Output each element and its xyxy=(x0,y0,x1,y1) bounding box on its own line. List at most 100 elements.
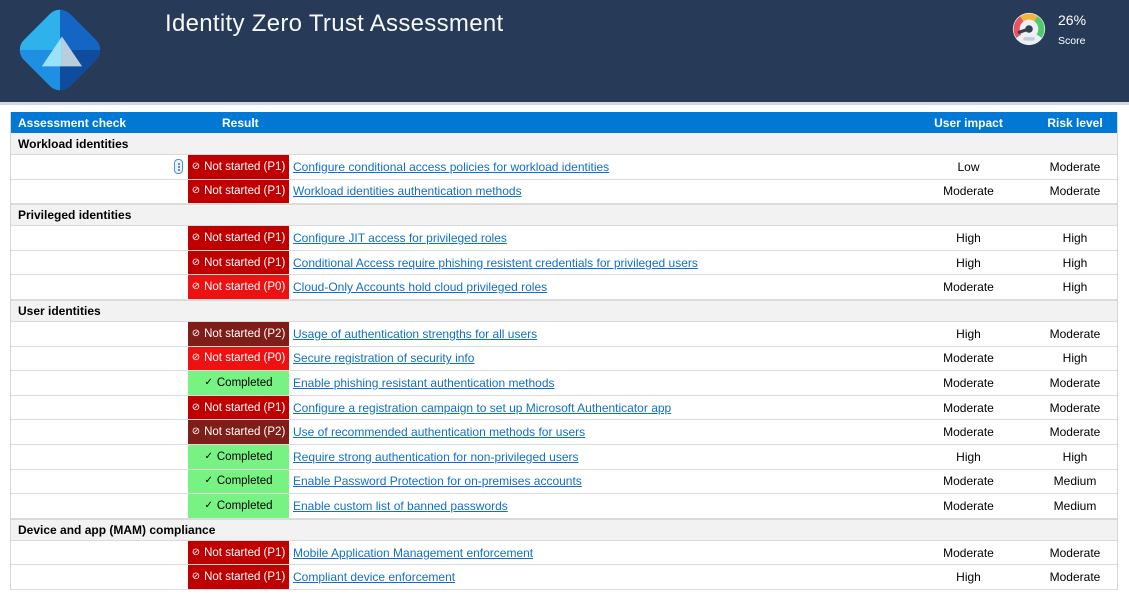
status-badge: ⊘ Not started (P2) xyxy=(188,420,289,444)
status-icon: ✓ xyxy=(204,475,213,487)
assessment-link[interactable]: Require strong authentication for non-pr… xyxy=(293,449,579,464)
status-badge: ✓ Completed xyxy=(188,371,289,395)
table-row: ⊘ Not started (P1) Configure JIT access … xyxy=(11,226,1117,251)
risk-level-value: Moderate xyxy=(1049,375,1101,390)
user-impact-value: Moderate xyxy=(943,425,994,440)
risk-level-value: High xyxy=(1062,230,1088,245)
column-header-assessment-check[interactable]: Assessment check xyxy=(18,115,127,130)
column-header-user-impact[interactable]: User impact xyxy=(934,115,1003,130)
status-badge: ⊘ Not started (P1) xyxy=(188,540,289,565)
section-title: User identities xyxy=(18,303,101,318)
user-impact-value: High xyxy=(956,326,981,341)
risk-level-value: Moderate xyxy=(1049,326,1101,341)
status-label: Not started (P2) xyxy=(204,327,286,340)
status-label: Not started (P0) xyxy=(204,352,286,365)
table-row: ⊘ Not started (P2) Use of recommended au… xyxy=(11,420,1117,445)
section-header-row: Workload identities xyxy=(11,133,1117,155)
status-badge: ⊘ Not started (P0) xyxy=(188,275,289,299)
status-icon: ⊘ xyxy=(191,256,201,268)
assessment-link[interactable]: Secure registration of security info xyxy=(293,351,475,366)
status-badge: ✓ Completed xyxy=(188,469,289,494)
status-label: Not started (P1) xyxy=(204,231,286,244)
risk-level-value: Moderate xyxy=(1049,425,1101,440)
assessment-table: Assessment check Result User impact Risk… xyxy=(10,112,1118,590)
user-impact-value: High xyxy=(956,449,981,464)
assessment-link[interactable]: Configure JIT access for privileged role… xyxy=(293,230,507,245)
status-label: Not started (P1) xyxy=(204,160,286,173)
status-icon: ⊘ xyxy=(191,160,201,172)
status-icon: ⊘ xyxy=(191,571,201,583)
score-block: 26% Score xyxy=(1010,10,1086,48)
risk-level-value: Moderate xyxy=(1049,545,1101,560)
assessment-link[interactable]: Configure a registration campaign to set… xyxy=(293,400,672,415)
status-label: Not started (P2) xyxy=(204,426,286,439)
status-icon: ✓ xyxy=(204,499,213,511)
risk-level-value: Moderate xyxy=(1049,400,1101,415)
assessment-link[interactable]: Mobile Application Management enforcemen… xyxy=(293,545,534,560)
status-icon: ⊘ xyxy=(191,185,201,197)
user-impact-value: Moderate xyxy=(943,474,994,489)
risk-level-value: Medium xyxy=(1053,474,1097,489)
table-row: ⊘ Not started (P1) Mobile Application Ma… xyxy=(11,540,1117,566)
status-label: Completed xyxy=(216,499,273,512)
entra-diamond-logo-icon xyxy=(12,2,108,98)
status-label: Not started (P1) xyxy=(204,571,286,584)
user-impact-value: High xyxy=(956,570,981,585)
column-header-result[interactable]: Result xyxy=(222,115,259,130)
table-row: ✓ Completed Require strong authenticatio… xyxy=(11,444,1117,470)
risk-level-value: High xyxy=(1062,255,1088,270)
status-icon: ⊘ xyxy=(191,352,201,364)
user-impact-value: Moderate xyxy=(943,280,994,295)
table-row: ✓ Completed Enable custom list of banned… xyxy=(11,494,1117,519)
table-row: ⊘ Not started (P0) Secure registration o… xyxy=(11,346,1117,372)
assessment-link[interactable]: Cloud-Only Accounts hold cloud privilege… xyxy=(293,280,548,295)
risk-level-value: High xyxy=(1062,449,1088,464)
status-label: Completed xyxy=(216,475,273,488)
risk-level-value: Medium xyxy=(1053,498,1097,513)
assessment-link[interactable]: Use of recommended authentication method… xyxy=(293,425,586,440)
assessment-link[interactable]: Workload identities authentication metho… xyxy=(293,184,522,199)
status-badge: ✓ Completed xyxy=(188,494,289,518)
status-icon: ⊘ xyxy=(191,426,201,438)
status-icon: ⊘ xyxy=(191,546,201,558)
column-header-link xyxy=(289,112,906,133)
column-header-risk-level[interactable]: Risk level xyxy=(1047,115,1103,130)
drag-handle-icon[interactable] xyxy=(174,159,183,175)
status-label: Not started (P1) xyxy=(204,256,286,269)
table-row: ✓ Completed Enable Password Protection f… xyxy=(11,469,1117,495)
status-badge: ✓ Completed xyxy=(188,444,289,469)
status-badge: ⊘ Not started (P1) xyxy=(188,250,289,275)
status-badge: ⊘ Not started (P0) xyxy=(188,346,289,371)
risk-level-value: High xyxy=(1062,280,1088,295)
user-impact-value: Moderate xyxy=(943,545,994,560)
status-badge: ⊘ Not started (P1) xyxy=(188,565,289,589)
user-impact-value: High xyxy=(956,255,981,270)
section-header-row: User identities xyxy=(11,299,1117,322)
app-banner: Identity Zero Trust Assessment 26% Score xyxy=(0,0,1129,102)
status-badge: ⊘ Not started (P2) xyxy=(188,321,289,346)
status-label: Completed xyxy=(216,376,273,389)
table-row: ⊘ Not started (P2) Usage of authenticati… xyxy=(11,321,1117,347)
status-badge: ⊘ Not started (P1) xyxy=(188,155,289,179)
user-impact-value: Moderate xyxy=(943,184,994,199)
assessment-link[interactable]: Usage of authentication strengths for al… xyxy=(293,326,538,341)
table-row: ⊘ Not started (P1) Configure conditional… xyxy=(11,155,1117,180)
banner-divider xyxy=(0,102,1129,105)
assessment-link[interactable]: Enable phishing resistant authentication… xyxy=(293,375,555,390)
status-label: Completed xyxy=(216,450,273,463)
status-badge: ⊘ Not started (P1) xyxy=(188,226,289,250)
status-badge: ⊘ Not started (P1) xyxy=(188,395,289,420)
score-value: 26% xyxy=(1058,12,1087,28)
table-row: ⊘ Not started (P1) Configure a registrat… xyxy=(11,395,1117,421)
status-badge: ⊘ Not started (P1) xyxy=(188,179,289,204)
status-icon: ⊘ xyxy=(191,327,201,339)
table-row: ✓ Completed Enable phishing resistant au… xyxy=(11,371,1117,396)
assessment-link[interactable]: Enable Password Protection for on-premis… xyxy=(293,474,582,489)
assessment-link[interactable]: Configure conditional access policies fo… xyxy=(293,159,610,174)
assessment-link[interactable]: Conditional Access require phishing resi… xyxy=(293,255,698,270)
assessment-link[interactable]: Compliant device enforcement xyxy=(293,570,456,585)
section-header-row: Privileged identities xyxy=(11,204,1117,227)
assessment-link[interactable]: Enable custom list of banned passwords xyxy=(293,498,508,513)
status-icon: ⊘ xyxy=(191,401,201,413)
score-label: Score xyxy=(1058,35,1086,47)
